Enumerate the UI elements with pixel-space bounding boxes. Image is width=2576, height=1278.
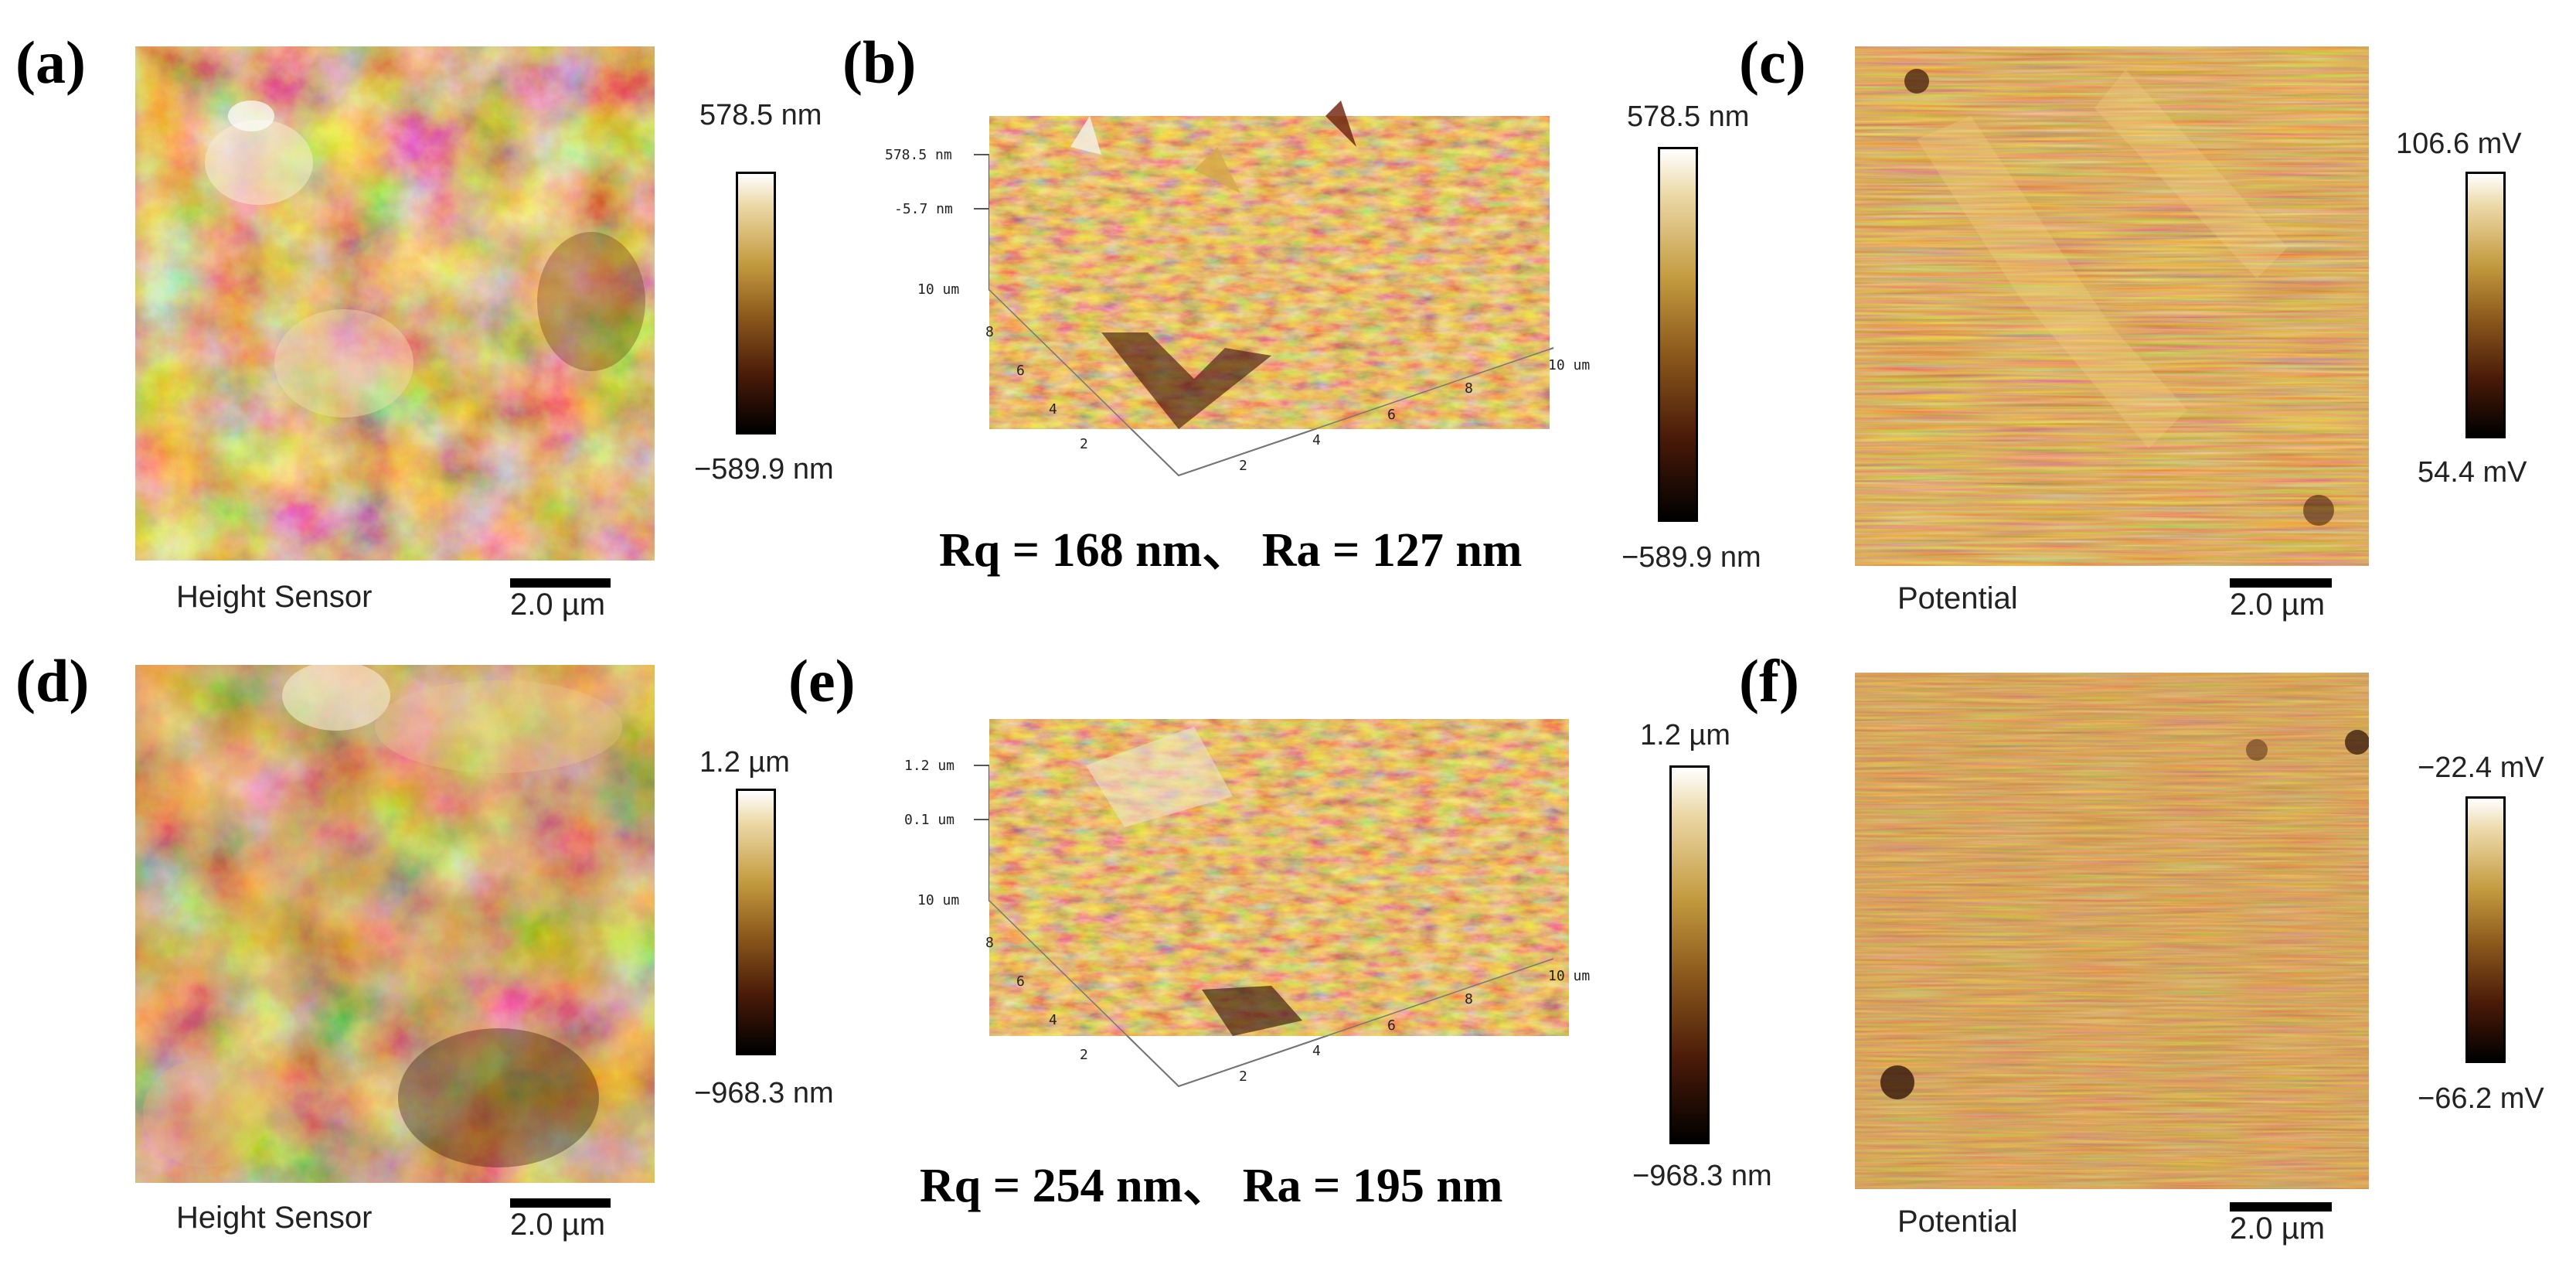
panel-b-roughness: Rq = 168 nm、 Ra = 127 nm <box>939 524 1523 577</box>
panel-b-label: (b) <box>842 29 917 96</box>
panel-a-colorbar <box>736 172 776 435</box>
panel-b-x-tick: 8 <box>1465 380 1473 397</box>
panel-e-z-mid-label: 0.1 um <box>904 812 955 828</box>
panel-c-colorbar <box>2465 172 2506 438</box>
panel-b-x-tick: 4 <box>1312 432 1321 448</box>
panel-d-colorbar-max: 1.2 µm <box>699 746 790 779</box>
panel-f-colorbar-min: −66.2 mV <box>2418 1082 2544 1115</box>
panel-e-y-tick: 2 <box>1080 1047 1088 1063</box>
panel-f-potential-image <box>1855 673 2369 1189</box>
panel-b-colorbar <box>1658 147 1698 522</box>
panel-e-y-tick: 6 <box>1016 973 1025 990</box>
panel-b-z-top-label: 578.5 nm <box>885 147 952 163</box>
panel-d-label: (d) <box>15 647 90 714</box>
panel-b-x-tick: 2 <box>1239 458 1247 474</box>
panel-e-x-axis-label: 10 um <box>1548 968 1590 984</box>
panel-b-z-mid-label: -5.7 nm <box>894 201 953 217</box>
panel-d-caption: Height Sensor <box>176 1201 373 1235</box>
panel-b-x-axis-label: 10 um <box>1548 357 1590 373</box>
panel-f-caption: Potential <box>1897 1205 2018 1239</box>
panel-e-x-tick: 8 <box>1465 991 1473 1007</box>
panel-a-caption: Height Sensor <box>176 580 373 614</box>
panel-b-y-tick: 4 <box>1049 401 1057 417</box>
panel-b-y-tick: 6 <box>1016 363 1025 379</box>
panel-b-colorbar-max: 578.5 nm <box>1627 101 1750 133</box>
panel-a-scale-label: 2.0 µm <box>510 588 606 622</box>
panel-f-colorbar-max: −22.4 mV <box>2418 751 2544 784</box>
panel-d-scalebar <box>510 1198 611 1208</box>
panel-e-colorbar-max: 1.2 µm <box>1640 719 1730 751</box>
panel-b-y-axis-label: 10 um <box>917 281 959 298</box>
panel-e-x-tick: 6 <box>1387 1017 1396 1034</box>
panel-f-scale-label: 2.0 µm <box>2230 1212 2326 1246</box>
panel-b-x-tick: 6 <box>1387 407 1396 423</box>
panel-d-colorbar-min: −968.3 nm <box>694 1077 834 1109</box>
panel-c-colorbar-max: 106.6 mV <box>2396 128 2522 160</box>
panel-b-y-tick: 8 <box>985 324 994 340</box>
panel-e-x-tick: 4 <box>1312 1043 1321 1059</box>
panel-c-caption: Potential <box>1897 581 2018 615</box>
panel-e-y-axis-label: 10 um <box>917 892 959 908</box>
panel-d-height-image <box>135 665 655 1183</box>
panel-b-3d-surface <box>869 101 1604 495</box>
panel-a-label: (a) <box>15 29 86 96</box>
panel-e-roughness: Rq = 254 nm、 Ra = 195 nm <box>920 1160 1503 1212</box>
panel-e-colorbar-min: −968.3 nm <box>1632 1160 1772 1192</box>
panel-e-y-tick: 8 <box>985 935 994 951</box>
panel-e-y-tick: 4 <box>1049 1012 1057 1028</box>
panel-e-z-top-label: 1.2 um <box>904 758 955 774</box>
panel-b-y-tick: 2 <box>1080 436 1088 452</box>
panel-f-scalebar <box>2230 1202 2332 1212</box>
panel-e-label: (e) <box>788 647 856 714</box>
panel-e-colorbar <box>1669 765 1710 1144</box>
panel-c-potential-image <box>1855 46 2369 566</box>
panel-d-colorbar <box>736 789 776 1055</box>
panel-a-colorbar-max: 578.5 nm <box>699 99 822 131</box>
panel-a-colorbar-min: −589.9 nm <box>694 453 834 486</box>
panel-c-colorbar-min: 54.4 mV <box>2418 456 2527 489</box>
panel-d-scale-label: 2.0 µm <box>510 1208 606 1242</box>
panel-a-height-image <box>135 46 655 561</box>
panel-b-colorbar-min: −589.9 nm <box>1621 541 1761 574</box>
panel-e-x-tick: 2 <box>1239 1068 1247 1085</box>
panel-c-label: (c) <box>1739 29 1806 96</box>
panel-f-colorbar <box>2465 796 2506 1063</box>
panel-c-scalebar <box>2230 578 2332 588</box>
panel-f-label: (f) <box>1739 647 1799 714</box>
panel-a-scalebar <box>510 578 611 588</box>
panel-c-scale-label: 2.0 µm <box>2230 588 2326 622</box>
panel-e-3d-surface <box>869 711 1604 1106</box>
